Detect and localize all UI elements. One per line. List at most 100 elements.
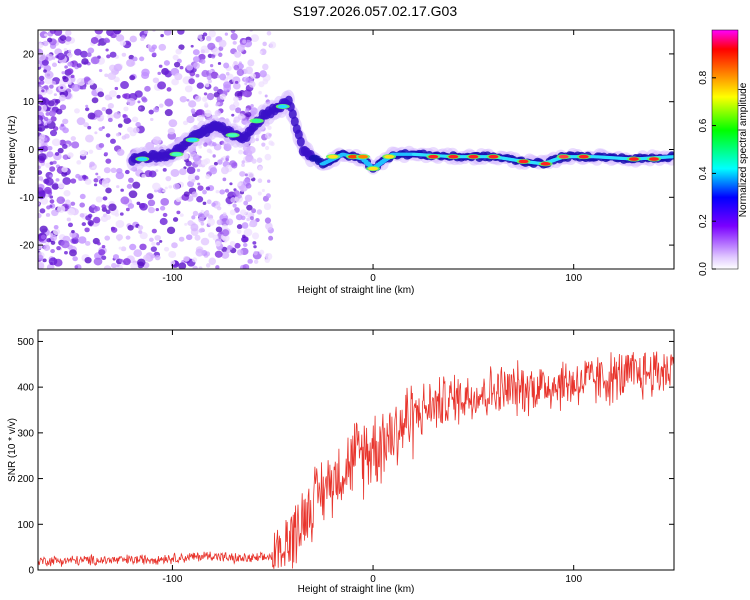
noise-speck [72, 256, 78, 262]
noise-speck [101, 204, 107, 209]
noise-speck [198, 212, 204, 218]
signal-hotspot [327, 154, 338, 159]
noise-speck [269, 41, 277, 49]
noise-speck [40, 197, 49, 205]
noise-speck [51, 56, 56, 60]
noise-speck [86, 52, 92, 58]
noise-speck [137, 258, 146, 267]
noise-speck [246, 217, 250, 222]
x-tick-label: 0 [370, 574, 376, 585]
noise-speck [250, 34, 260, 42]
noise-speck [45, 111, 50, 116]
noise-speck [234, 242, 241, 249]
noise-speck [91, 97, 99, 104]
noise-speck [207, 79, 213, 84]
noise-speck [234, 51, 242, 58]
noise-speck [81, 222, 87, 227]
noise-speck [155, 208, 160, 212]
noise-speck [62, 177, 71, 185]
noise-speck [192, 154, 201, 162]
noise-speck [214, 109, 221, 117]
noise-speck [105, 209, 111, 214]
noise-speck [110, 167, 117, 174]
noise-speck [96, 241, 101, 246]
noise-speck [46, 151, 54, 158]
noise-speck [50, 240, 56, 245]
noise-speck [154, 255, 161, 261]
noise-speck [177, 30, 185, 35]
noise-speck [60, 240, 70, 249]
noise-speck [119, 40, 127, 46]
noise-speck [126, 98, 136, 106]
noise-speck [41, 162, 45, 167]
noise-speck [249, 216, 254, 221]
x-tick-label: -100 [162, 273, 182, 284]
noise-speck [210, 71, 219, 79]
noise-speck [70, 178, 77, 184]
noise-speck [248, 81, 256, 88]
noise-speck [199, 38, 203, 42]
noise-speck [138, 230, 143, 234]
noise-speck [220, 140, 224, 144]
colorbar-tick-label: 0.4 [698, 166, 709, 180]
noise-speck [197, 182, 201, 186]
noise-speck [242, 242, 248, 248]
noise-speck [71, 141, 80, 149]
noise-speck [157, 71, 162, 75]
noise-speck [39, 80, 45, 85]
noise-speck [95, 196, 103, 203]
noise-speck [185, 234, 193, 241]
signal-hotspot [187, 138, 198, 142]
noise-speck [187, 180, 195, 188]
noise-speck [143, 254, 151, 262]
colorbar-tick-label: 0.0 [698, 262, 709, 276]
noise-speck [84, 256, 92, 264]
noise-speck [258, 90, 262, 95]
noise-speck [204, 211, 210, 218]
noise-speck [38, 254, 44, 261]
noise-speck [39, 225, 48, 233]
noise-speck [170, 260, 176, 266]
noise-speck [229, 182, 233, 186]
noise-speck [94, 131, 98, 135]
noise-speck [193, 62, 200, 69]
noise-speck [261, 188, 265, 193]
noise-speck [45, 213, 51, 217]
noise-speck [98, 68, 103, 73]
noise-speck [83, 76, 91, 82]
noise-speck [245, 108, 250, 113]
noise-speck [215, 240, 221, 247]
noise-speck [87, 47, 95, 54]
noise-speck [109, 51, 117, 58]
snr-xlabel: Height of straight line (km) [298, 584, 415, 595]
noise-speck [87, 125, 92, 130]
noise-speck [224, 188, 230, 193]
noise-speck [49, 84, 54, 89]
noise-speck [107, 72, 117, 80]
noise-speck [218, 52, 223, 58]
noise-speck [139, 243, 147, 251]
noise-speck [241, 163, 245, 167]
noise-speck [230, 33, 238, 41]
noise-speck [204, 109, 212, 117]
noise-speck [198, 228, 203, 233]
noise-speck [170, 168, 180, 177]
noise-speck [251, 158, 257, 164]
noise-speck [137, 225, 144, 231]
y-tick-label: 10 [23, 97, 35, 108]
signal-hotspot [171, 152, 182, 157]
noise-speck [111, 227, 118, 233]
noise-speck [101, 245, 106, 249]
noise-speck [229, 104, 236, 111]
noise-speck [79, 149, 87, 157]
noise-speck [240, 189, 245, 193]
noise-speck [256, 134, 260, 139]
noise-speck [105, 133, 111, 138]
noise-speck [176, 210, 181, 215]
noise-speck [183, 191, 190, 197]
noise-speck [253, 245, 257, 249]
noise-speck [105, 214, 112, 220]
noise-speck [105, 187, 112, 194]
